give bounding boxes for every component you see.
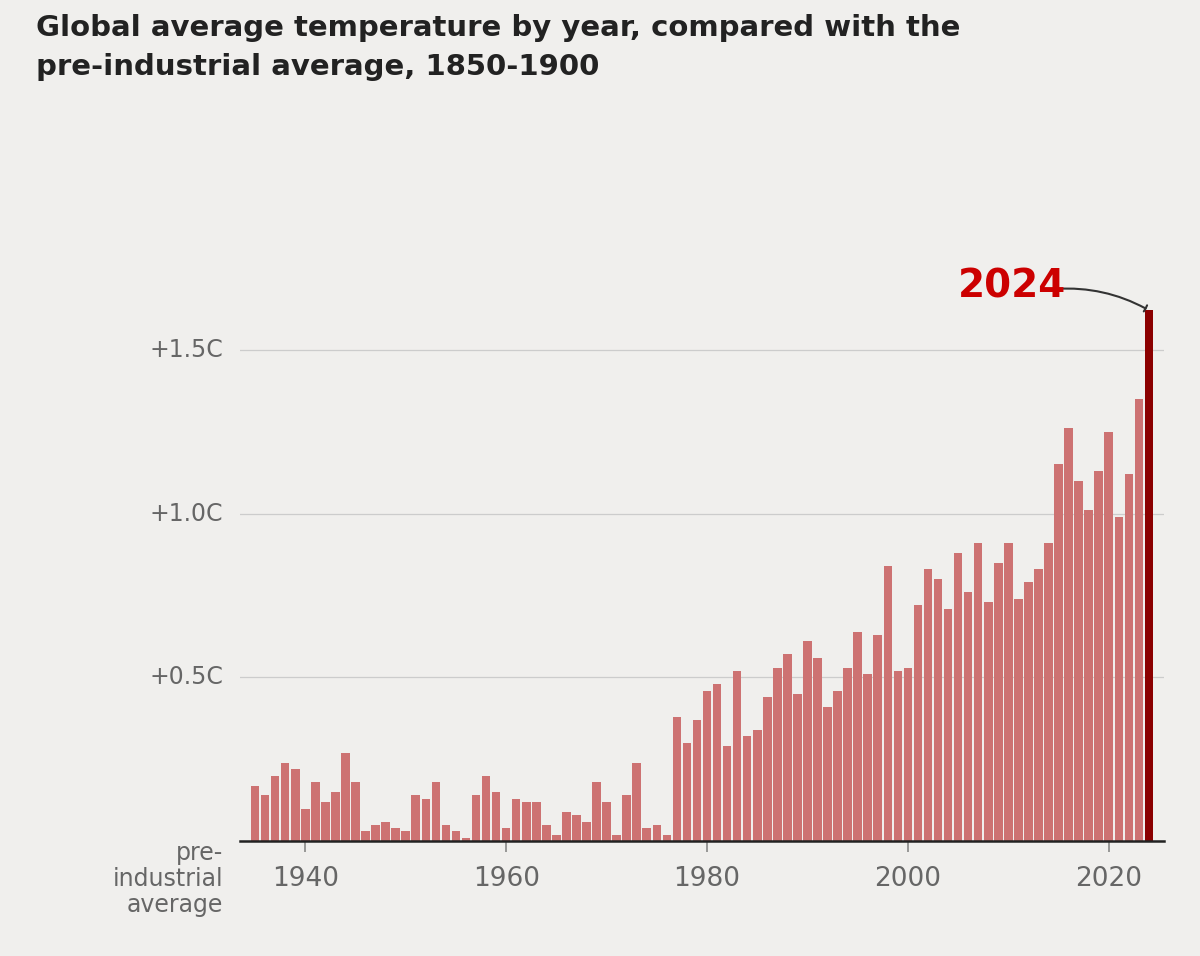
Bar xyxy=(301,809,310,841)
Bar xyxy=(763,697,772,841)
Bar xyxy=(371,825,380,841)
Bar xyxy=(341,752,349,841)
Bar xyxy=(683,743,691,841)
Bar xyxy=(984,602,992,841)
Bar xyxy=(391,828,400,841)
Bar xyxy=(522,802,530,841)
Bar xyxy=(913,605,923,841)
Bar xyxy=(492,793,500,841)
Bar xyxy=(773,667,781,841)
Bar xyxy=(662,835,671,841)
Bar xyxy=(481,775,491,841)
Bar xyxy=(954,553,962,841)
Bar xyxy=(311,782,319,841)
Bar xyxy=(421,798,430,841)
Bar xyxy=(412,795,420,841)
Bar xyxy=(994,563,1002,841)
Bar xyxy=(612,835,620,841)
Bar xyxy=(260,795,269,841)
Bar xyxy=(532,802,540,841)
Bar xyxy=(1024,582,1033,841)
Bar xyxy=(964,592,972,841)
Bar xyxy=(512,798,521,841)
Bar xyxy=(853,632,862,841)
Bar xyxy=(1094,471,1103,841)
Bar xyxy=(974,543,983,841)
Bar xyxy=(653,825,661,841)
Bar xyxy=(1074,481,1082,841)
Bar xyxy=(833,690,842,841)
Bar xyxy=(864,674,872,841)
Bar xyxy=(542,825,551,841)
Text: Global average temperature by year, compared with the: Global average temperature by year, comp… xyxy=(36,14,960,42)
Bar xyxy=(1085,511,1093,841)
Bar xyxy=(943,609,953,841)
Bar xyxy=(552,835,560,841)
Bar xyxy=(904,667,912,841)
Bar xyxy=(1055,465,1063,841)
Bar xyxy=(924,569,932,841)
Bar xyxy=(713,684,721,841)
Bar xyxy=(352,782,360,841)
Bar xyxy=(844,667,852,841)
Bar xyxy=(562,812,571,841)
Bar xyxy=(823,706,832,841)
Bar xyxy=(632,763,641,841)
Bar xyxy=(1014,598,1022,841)
Bar xyxy=(281,763,289,841)
Bar xyxy=(462,838,470,841)
Bar xyxy=(502,828,510,841)
Bar xyxy=(382,821,390,841)
Bar xyxy=(883,566,892,841)
Bar xyxy=(472,795,480,841)
Bar xyxy=(361,832,370,841)
Bar xyxy=(251,786,259,841)
Bar xyxy=(593,782,601,841)
Bar xyxy=(602,802,611,841)
Bar xyxy=(322,802,330,841)
Bar xyxy=(733,671,742,841)
Bar xyxy=(1115,517,1123,841)
Bar xyxy=(442,825,450,841)
Bar xyxy=(673,717,682,841)
Bar xyxy=(642,828,652,841)
Bar xyxy=(874,635,882,841)
Bar xyxy=(703,690,712,841)
Bar xyxy=(692,720,701,841)
Bar xyxy=(1145,311,1153,841)
Bar xyxy=(331,793,340,841)
Bar xyxy=(894,671,902,841)
Bar xyxy=(271,775,280,841)
Bar xyxy=(451,832,461,841)
Bar xyxy=(814,658,822,841)
Bar xyxy=(934,579,942,841)
Bar xyxy=(803,641,811,841)
Text: 2024: 2024 xyxy=(958,268,1067,306)
Bar xyxy=(1044,543,1052,841)
Bar xyxy=(1004,543,1013,841)
Bar xyxy=(1124,474,1133,841)
Bar xyxy=(432,782,440,841)
Bar xyxy=(290,770,300,841)
Bar xyxy=(582,821,590,841)
Bar xyxy=(722,747,731,841)
Bar xyxy=(1135,399,1144,841)
Bar xyxy=(1064,428,1073,841)
Bar xyxy=(1104,431,1114,841)
Bar xyxy=(1034,569,1043,841)
Bar xyxy=(743,736,751,841)
Bar xyxy=(793,694,802,841)
Bar xyxy=(784,655,792,841)
Bar xyxy=(402,832,410,841)
Bar xyxy=(572,815,581,841)
Text: pre-industrial average, 1850-1900: pre-industrial average, 1850-1900 xyxy=(36,53,599,80)
Bar xyxy=(752,729,762,841)
Bar xyxy=(623,795,631,841)
